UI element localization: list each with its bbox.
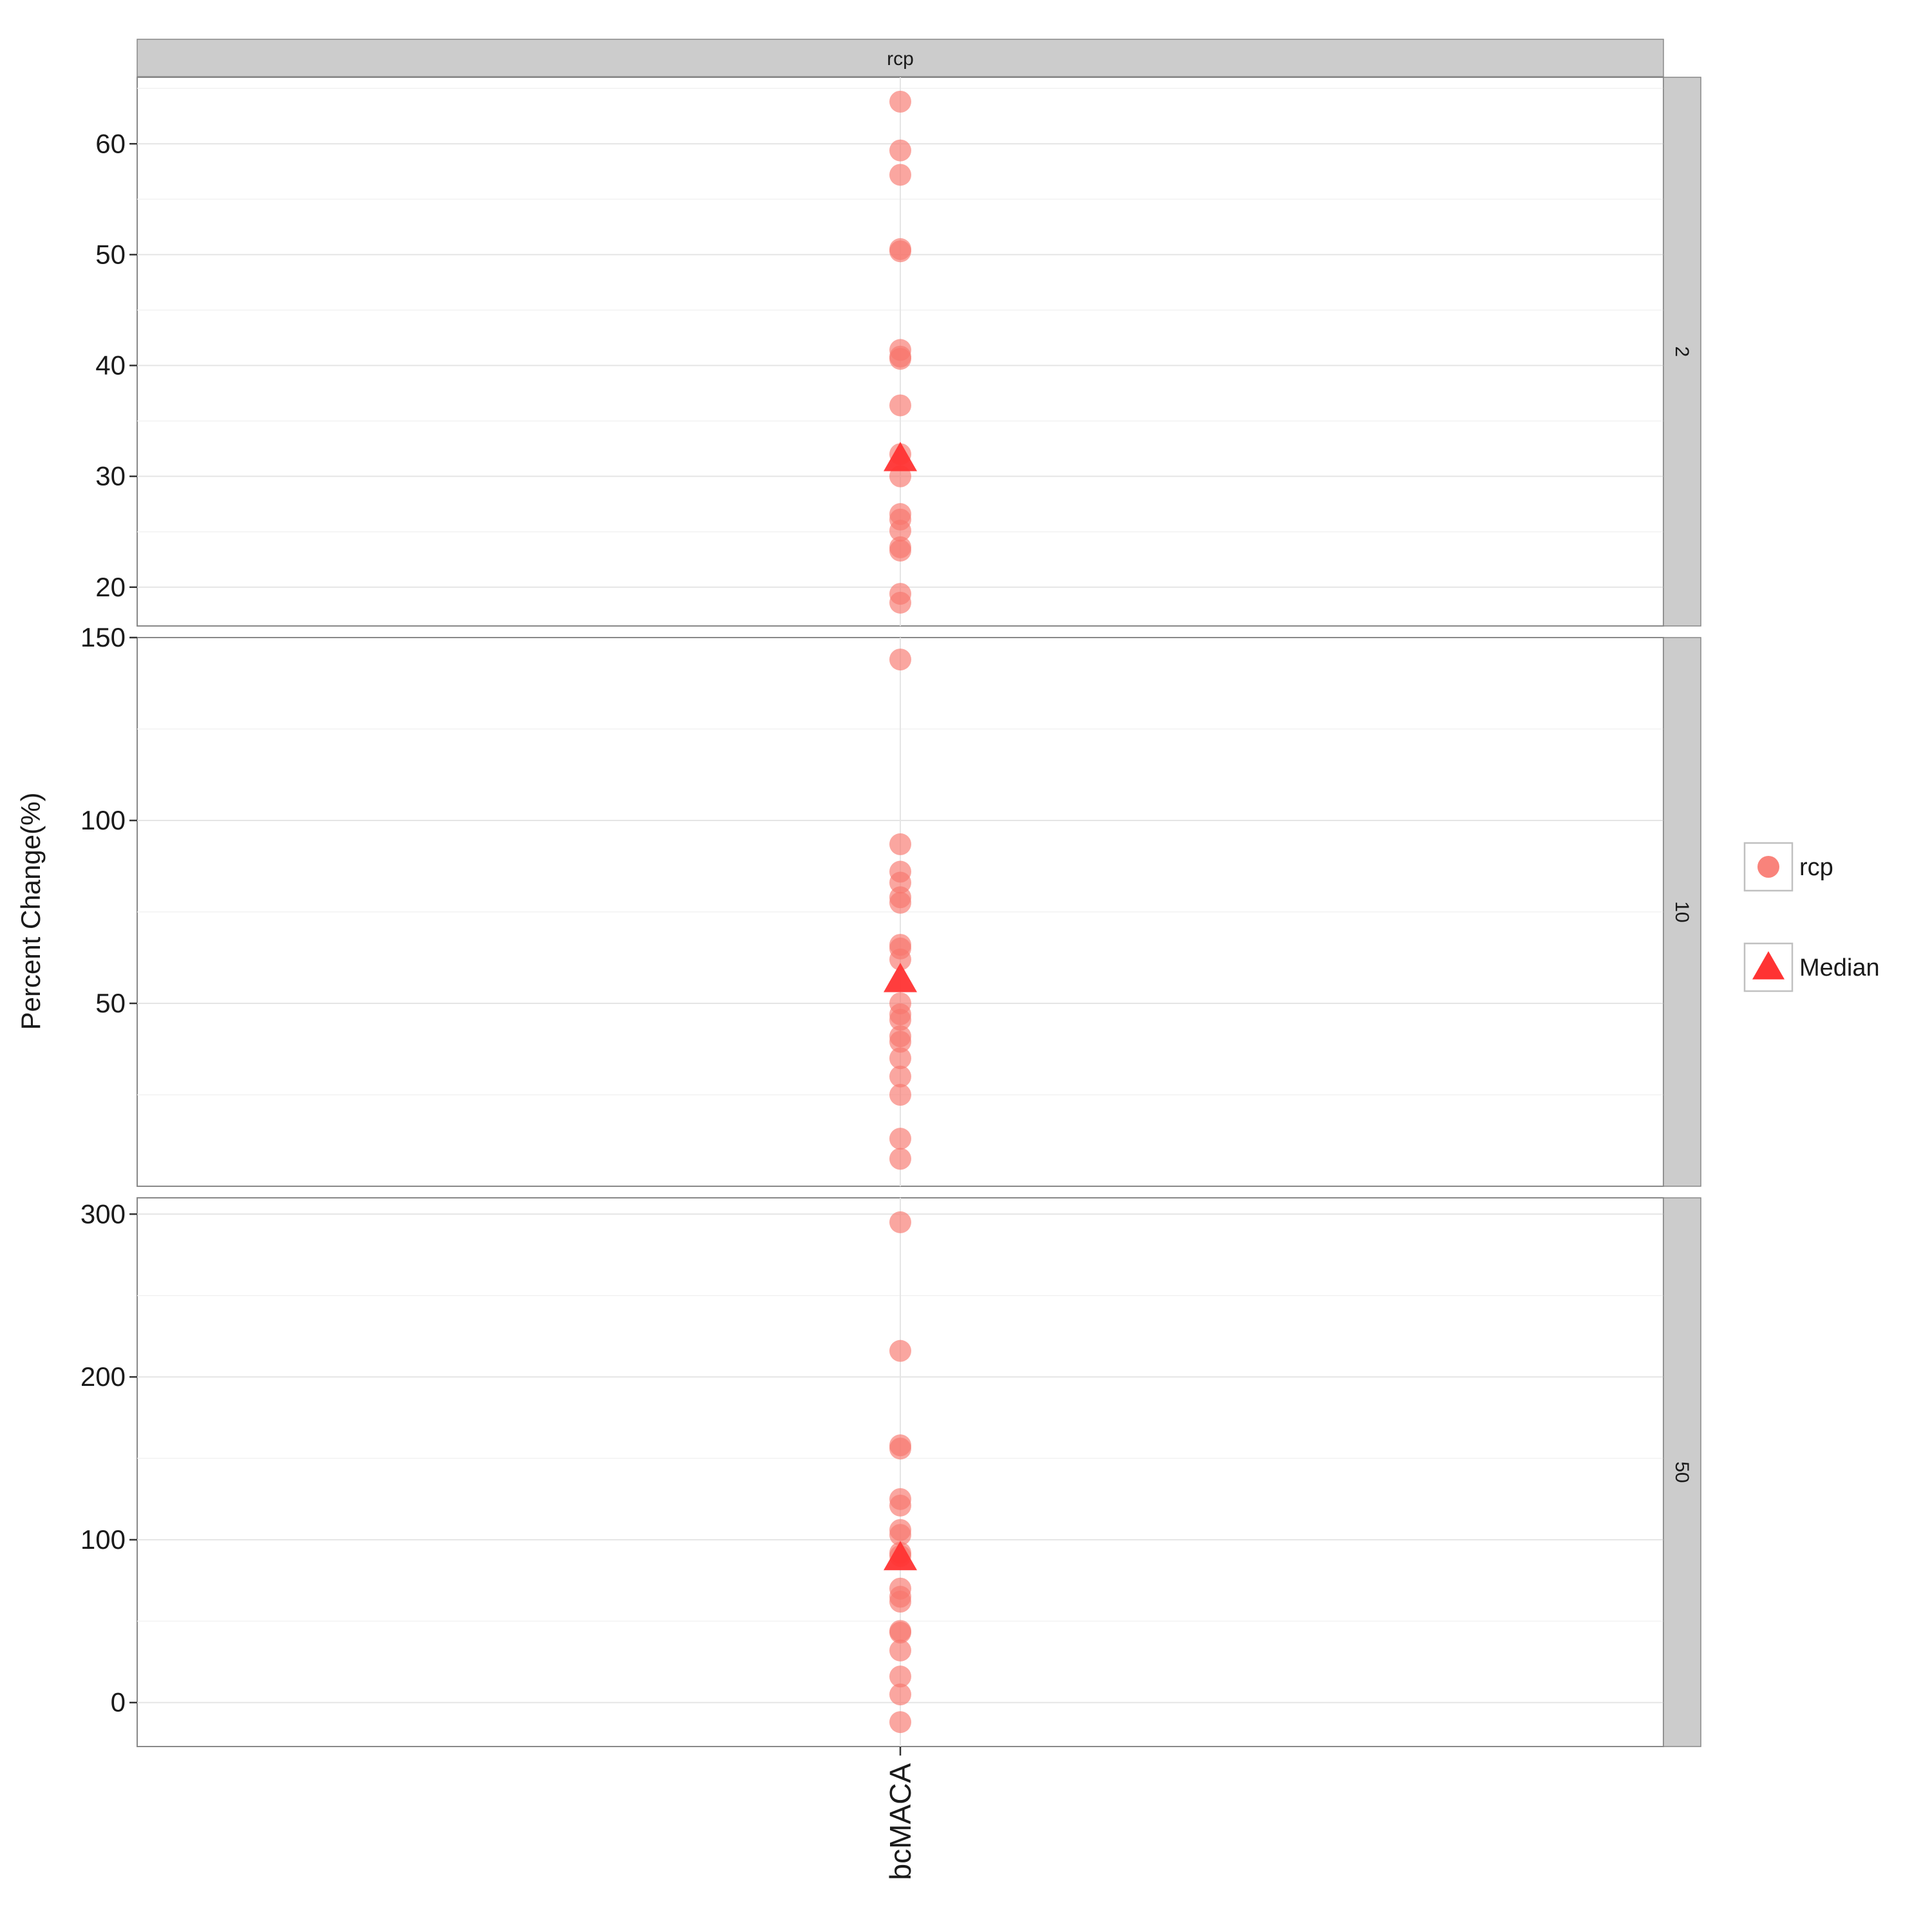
legend-item-median: Median bbox=[1743, 942, 1880, 992]
facet-strip-top: rcp bbox=[137, 39, 1664, 77]
data-point bbox=[889, 90, 911, 113]
data-point bbox=[889, 1524, 911, 1546]
legend-item-rcp: rcp bbox=[1743, 842, 1833, 892]
data-point bbox=[889, 1128, 911, 1150]
facet-strip-right bbox=[1663, 77, 1701, 627]
data-point bbox=[889, 1084, 911, 1106]
y-tick-label: 100 bbox=[80, 1524, 126, 1555]
data-point bbox=[889, 348, 911, 370]
y-tick-label: 150 bbox=[80, 622, 126, 652]
data-point bbox=[889, 1494, 911, 1517]
legend-circle-icon bbox=[1757, 856, 1779, 878]
data-point bbox=[889, 164, 911, 186]
data-point bbox=[889, 240, 911, 263]
median-marker bbox=[884, 1540, 917, 1571]
legend-triangle-icon bbox=[1752, 951, 1785, 980]
facet-panel-2: 20 30 40 50 60 2 bbox=[95, 77, 1701, 627]
data-point bbox=[889, 1622, 911, 1644]
y-tick-label: 30 bbox=[95, 461, 126, 491]
data-point bbox=[889, 591, 911, 614]
data-point bbox=[889, 948, 911, 971]
data-point bbox=[889, 539, 911, 562]
data-point bbox=[889, 1683, 911, 1706]
data-point bbox=[889, 1665, 911, 1688]
y-tick-label: 100 bbox=[80, 805, 126, 835]
data-point bbox=[889, 1711, 911, 1734]
data-point bbox=[889, 1590, 911, 1613]
y-tick-label: 300 bbox=[80, 1198, 126, 1229]
data-point bbox=[889, 1437, 911, 1460]
y-tick-label: 60 bbox=[95, 128, 126, 158]
y-tick-label: 40 bbox=[95, 350, 126, 381]
data-point bbox=[889, 1047, 911, 1070]
legend-label: Median bbox=[1799, 954, 1880, 981]
data-point bbox=[889, 1009, 911, 1031]
x-tick-label: bcMACA bbox=[884, 1763, 917, 1880]
data-point bbox=[889, 139, 911, 162]
data-point bbox=[889, 1211, 911, 1233]
data-point bbox=[889, 1065, 911, 1088]
data-point bbox=[889, 519, 911, 542]
y-tick-label: 200 bbox=[80, 1361, 126, 1392]
facet-strip-right bbox=[1663, 637, 1701, 1187]
facet-strip-right-label: 10 bbox=[1671, 901, 1692, 922]
data-point bbox=[889, 833, 911, 855]
legend: rcp Median bbox=[1743, 842, 1880, 992]
data-point bbox=[889, 1340, 911, 1362]
data-point bbox=[889, 649, 911, 671]
data-point bbox=[889, 891, 911, 914]
data-point bbox=[889, 1030, 911, 1053]
data-point bbox=[889, 1148, 911, 1170]
y-axis-title: Percent Change(%) bbox=[15, 793, 46, 1030]
facet-strip-right-label: 50 bbox=[1671, 1461, 1692, 1482]
y-tick-label: 20 bbox=[95, 572, 126, 602]
facet-panel-50: 0 100 200 300 50 bbox=[80, 1197, 1701, 1747]
y-tick-label: 50 bbox=[95, 988, 126, 1018]
facet-strip-top-label: rcp bbox=[887, 48, 914, 70]
data-point bbox=[889, 1639, 911, 1662]
y-tick-label: 50 bbox=[95, 239, 126, 269]
x-axis: bcMACA bbox=[884, 1747, 917, 1880]
median-marker bbox=[884, 963, 917, 992]
legend-label: rcp bbox=[1799, 854, 1833, 881]
data-point bbox=[889, 394, 911, 417]
y-tick-label: 0 bbox=[111, 1687, 126, 1718]
median-marker bbox=[884, 442, 917, 471]
facet-panel-10: 50 100 150 10 bbox=[80, 622, 1701, 1187]
facet-strip-right bbox=[1663, 1197, 1701, 1747]
facet-strip-right-label: 2 bbox=[1671, 346, 1692, 357]
